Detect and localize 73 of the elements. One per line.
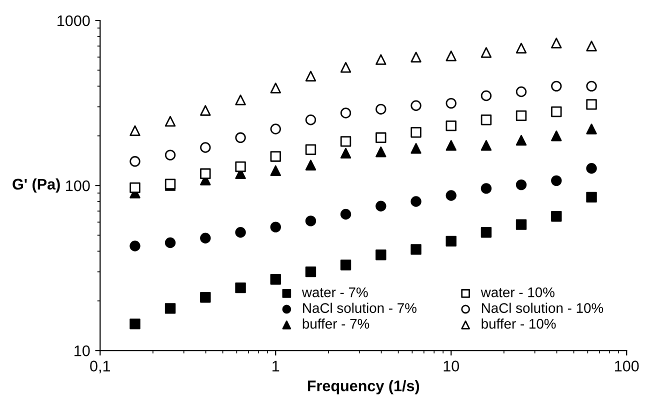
point [305,144,316,155]
point [235,282,246,294]
point [516,219,527,230]
point [340,148,352,159]
point [480,114,492,126]
point [480,140,492,151]
legend-label: buffer - 10% [482,318,556,329]
point [376,132,386,144]
point [446,236,456,247]
point [270,165,281,176]
point [446,120,456,132]
x-tick-label: 0,1 [90,360,110,374]
point [305,160,316,170]
point [551,106,562,118]
x-tick-label: 10 [444,360,460,372]
point [516,110,527,122]
point [586,163,597,174]
legend-label: water - 7% [302,287,368,298]
y-tick-label: 1000 [58,15,90,26]
point [410,196,422,207]
point [130,240,140,252]
point [340,62,352,73]
x-tick-label: 100 [615,360,639,372]
point [164,150,176,160]
point [376,200,386,212]
legend-label: buffer - 7% [302,318,370,329]
y-tick-label: 100 [66,180,90,192]
legend-label: NaCl solution - 7% [303,302,416,313]
point [340,108,352,118]
point [164,303,176,314]
point [164,237,176,248]
point [376,146,386,158]
point [410,244,422,255]
point [446,190,456,201]
point [305,216,316,226]
point [305,266,316,278]
point [200,232,211,244]
point [270,274,281,285]
point [200,168,211,180]
point [235,132,246,144]
y-tick-label: 10 [74,345,90,356]
point [130,318,140,330]
point [516,179,527,190]
y-axis-title: G' (Pa) [12,178,60,193]
point [516,134,527,146]
point [270,222,281,232]
point [410,126,422,138]
point [446,140,456,151]
point [586,192,597,203]
point [551,130,562,142]
point [586,124,597,134]
point [235,94,246,106]
point [270,151,281,162]
point [340,136,352,147]
point [480,227,492,238]
point [586,99,597,110]
point [235,161,246,172]
x-tick-label: 1 [272,360,280,372]
point [551,211,562,222]
point [376,250,386,260]
legend-label: water - 10% [480,287,554,298]
point [480,183,492,194]
point [130,156,140,167]
point [130,182,140,194]
point [164,116,176,127]
point [235,227,246,238]
point [340,260,352,270]
point [551,175,562,186]
legend-label: NaCl solution - 10% [482,302,604,313]
point [410,142,422,154]
x-axis-title: Frequency (1/s) [308,380,420,394]
point [200,292,211,303]
point [340,208,352,220]
